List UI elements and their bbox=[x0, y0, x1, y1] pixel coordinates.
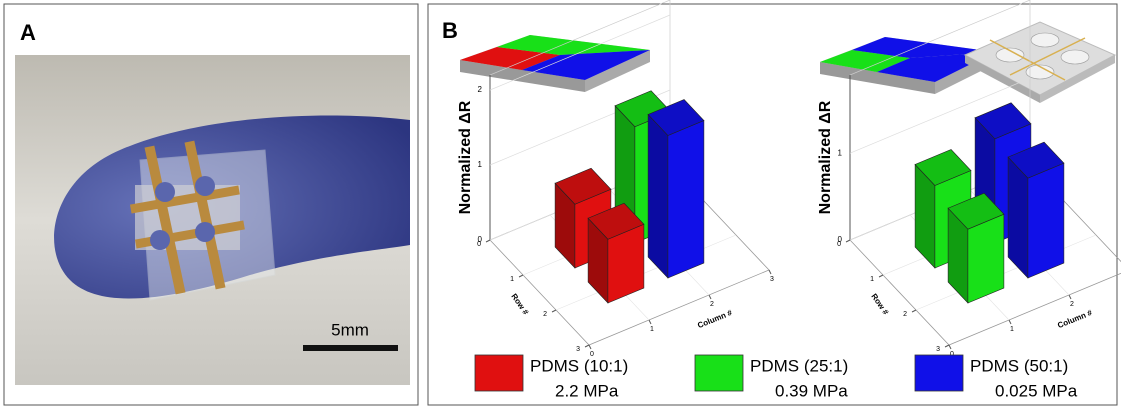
y-tick-label: 1 bbox=[510, 276, 514, 283]
z-tick-label: 1 bbox=[838, 148, 843, 157]
bar bbox=[948, 193, 1004, 303]
x-tick-label: 2 bbox=[710, 301, 714, 308]
legend-label: PDMS (10:1) bbox=[530, 356, 628, 375]
legend-detail: 2.2 MPa bbox=[555, 381, 619, 400]
y-tick-label: 2 bbox=[543, 311, 547, 318]
y-tick-label: 2 bbox=[903, 311, 907, 318]
z-axis-title: Normalized ΔR bbox=[817, 100, 834, 214]
x-tick-label: 3 bbox=[770, 276, 774, 283]
legend-detail: 0.39 MPa bbox=[775, 381, 848, 400]
y-tick-label: 3 bbox=[576, 346, 580, 353]
bar bbox=[1008, 142, 1064, 278]
panel-label: A bbox=[20, 20, 36, 45]
bar bbox=[648, 100, 704, 279]
z-axis-title: Normalized ΔR bbox=[457, 100, 474, 214]
legend-swatch bbox=[475, 355, 523, 391]
y-tick-label: 3 bbox=[936, 346, 940, 353]
bar-front bbox=[668, 121, 704, 279]
legend-swatch bbox=[915, 355, 963, 391]
bar bbox=[588, 203, 644, 303]
y-tick-label: 1 bbox=[870, 276, 874, 283]
scale-bar-label: 5mm bbox=[331, 320, 369, 339]
y-tick-label: 0 bbox=[477, 241, 481, 248]
y-tick-label: 0 bbox=[837, 241, 841, 248]
bar-front bbox=[968, 214, 1004, 303]
legend-label: PDMS (50:1) bbox=[970, 356, 1068, 375]
bar-front bbox=[1028, 163, 1064, 278]
z-tick-label: 1 bbox=[478, 160, 483, 169]
z-tick-label: 2 bbox=[478, 85, 483, 94]
bar-side bbox=[648, 115, 668, 279]
panel-label: B bbox=[442, 18, 458, 43]
legend-label: PDMS (25:1) bbox=[750, 356, 848, 375]
legend-detail: 0.025 MPa bbox=[995, 381, 1078, 400]
legend-swatch bbox=[695, 355, 743, 391]
figure: A 5mm B 01201230123Normalized ΔRRow #Col… bbox=[0, 0, 1121, 409]
page: {"panel_a": {"label": "A", "scale_bar": … bbox=[0, 0, 1121, 414]
x-tick-label: 1 bbox=[1010, 326, 1014, 333]
x-tick-label: 2 bbox=[1070, 301, 1074, 308]
x-tick-label: 1 bbox=[650, 326, 654, 333]
